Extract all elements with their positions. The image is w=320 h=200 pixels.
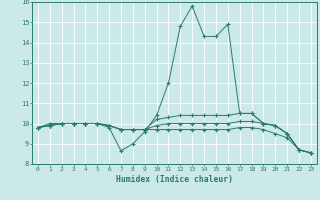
X-axis label: Humidex (Indice chaleur): Humidex (Indice chaleur) xyxy=(116,175,233,184)
